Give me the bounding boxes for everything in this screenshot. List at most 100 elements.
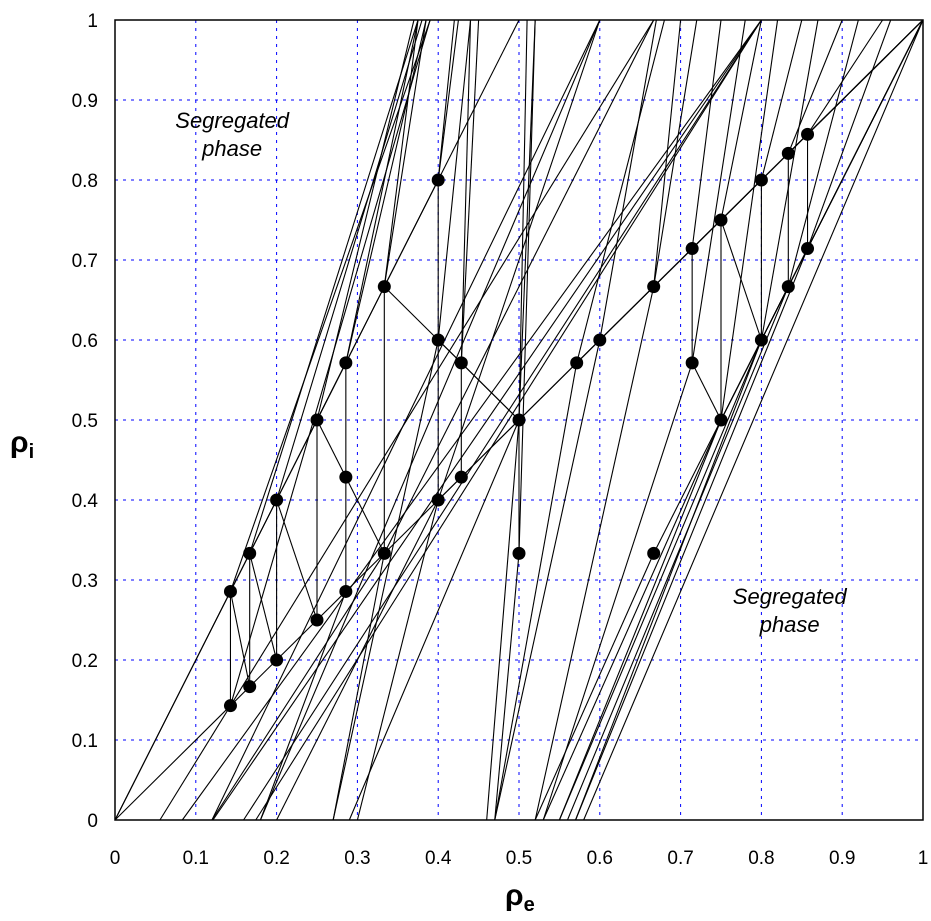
data-point bbox=[801, 127, 815, 141]
segment-line bbox=[345, 19, 419, 363]
segment-line bbox=[345, 476, 385, 554]
segment-line bbox=[348, 419, 520, 821]
x-tick-label: 0.3 bbox=[344, 848, 370, 869]
segment-line bbox=[575, 339, 762, 821]
data-point bbox=[512, 546, 526, 560]
segment-line bbox=[720, 19, 779, 421]
data-point bbox=[339, 470, 353, 484]
segment-line bbox=[159, 19, 655, 821]
x-tick-labels: 0 0.1 0.2 0.3 0.4 0.5 0.6 0.7 0.8 0.9 1 bbox=[110, 848, 929, 869]
segment-line bbox=[437, 19, 601, 501]
data-point bbox=[223, 699, 237, 713]
segment-line bbox=[383, 19, 655, 554]
data-point bbox=[454, 356, 468, 370]
data-point bbox=[781, 146, 795, 160]
y-tick-label: 0.3 bbox=[72, 571, 98, 592]
segment-line bbox=[437, 419, 520, 501]
y-axis-label: ρi bbox=[10, 426, 34, 463]
annotations: Segregated phase Segregated phase bbox=[175, 108, 847, 637]
y-tick-label: 0.4 bbox=[72, 491, 99, 512]
segment-line bbox=[787, 19, 859, 287]
y-tick-label: 0.8 bbox=[72, 171, 98, 192]
data-point bbox=[431, 333, 445, 347]
data-points bbox=[223, 127, 815, 713]
data-point bbox=[431, 493, 445, 507]
data-point bbox=[647, 546, 661, 560]
segment-line bbox=[276, 499, 318, 621]
segregated-phase-label: Segregated bbox=[733, 584, 848, 609]
segment-line bbox=[807, 19, 892, 249]
data-point bbox=[512, 413, 526, 427]
y-tick-label: 1 bbox=[87, 11, 98, 32]
segment-line bbox=[566, 286, 789, 821]
segment-line bbox=[494, 553, 520, 821]
segment-line bbox=[332, 339, 439, 821]
y-axis-label-sub: i bbox=[29, 441, 35, 463]
segment-line bbox=[249, 553, 278, 661]
data-point bbox=[754, 333, 768, 347]
data-point bbox=[243, 546, 257, 560]
segment-line bbox=[599, 19, 657, 341]
segment-line bbox=[316, 591, 347, 621]
segment-line bbox=[494, 362, 578, 821]
segment-line bbox=[345, 19, 427, 364]
segment-line bbox=[181, 19, 762, 821]
segment-line bbox=[437, 19, 455, 181]
y-tick-label: 0.6 bbox=[72, 331, 98, 352]
segregated-phase-label: Segregated bbox=[175, 108, 290, 133]
x-tick-label: 0.6 bbox=[587, 848, 613, 869]
data-point bbox=[685, 242, 699, 256]
data-point bbox=[801, 242, 815, 256]
segment-line bbox=[760, 19, 819, 341]
data-point bbox=[593, 333, 607, 347]
data-point bbox=[310, 613, 324, 627]
segment-line bbox=[276, 619, 318, 661]
data-point bbox=[243, 680, 257, 694]
x-axis-label: ρe bbox=[505, 879, 535, 916]
segment-line bbox=[720, 19, 762, 221]
segment-line bbox=[460, 362, 520, 421]
segment-line bbox=[229, 591, 251, 687]
segment-line bbox=[807, 19, 884, 135]
segment-line bbox=[383, 286, 439, 341]
segment-line bbox=[259, 591, 347, 821]
segment-line bbox=[276, 19, 423, 501]
data-point bbox=[310, 413, 324, 427]
data-point bbox=[377, 280, 391, 294]
segment-line bbox=[332, 553, 385, 821]
segment-line bbox=[383, 19, 419, 287]
data-point bbox=[754, 173, 768, 187]
segment-line bbox=[576, 19, 665, 364]
segment-line bbox=[691, 362, 722, 421]
segment-line bbox=[259, 19, 601, 821]
data-point bbox=[714, 213, 728, 227]
data-point bbox=[377, 546, 391, 560]
y-tick-label: 0.1 bbox=[72, 731, 98, 752]
segment-line bbox=[558, 339, 762, 821]
x-tick-label: 0.7 bbox=[667, 848, 693, 869]
y-tick-label: 0.7 bbox=[72, 251, 98, 272]
segment-line bbox=[534, 286, 655, 821]
plot-frame bbox=[114, 19, 924, 821]
x-tick-label: 0.9 bbox=[829, 848, 855, 869]
y-tick-label: 0.5 bbox=[72, 411, 98, 432]
data-point bbox=[431, 173, 445, 187]
segment-line bbox=[460, 19, 480, 363]
data-point bbox=[647, 280, 661, 294]
data-point bbox=[570, 356, 584, 370]
segment-line bbox=[518, 19, 536, 554]
y-tick-labels: 0 0.1 0.2 0.3 0.4 0.5 0.6 0.7 0.8 0.9 1 bbox=[72, 11, 99, 832]
segment-line bbox=[653, 19, 698, 287]
segment-line bbox=[276, 499, 439, 821]
x-tick-label: 0.8 bbox=[748, 848, 774, 869]
x-tick-label: 0.2 bbox=[263, 848, 289, 869]
segment-line bbox=[255, 19, 762, 821]
segment-line bbox=[534, 553, 655, 821]
segment-line bbox=[542, 362, 693, 821]
segment-line bbox=[653, 19, 682, 287]
segment-line bbox=[356, 499, 439, 821]
segment-line bbox=[316, 419, 347, 478]
segment-line bbox=[518, 19, 528, 421]
segment-line bbox=[114, 705, 231, 821]
segment-line bbox=[787, 19, 843, 154]
